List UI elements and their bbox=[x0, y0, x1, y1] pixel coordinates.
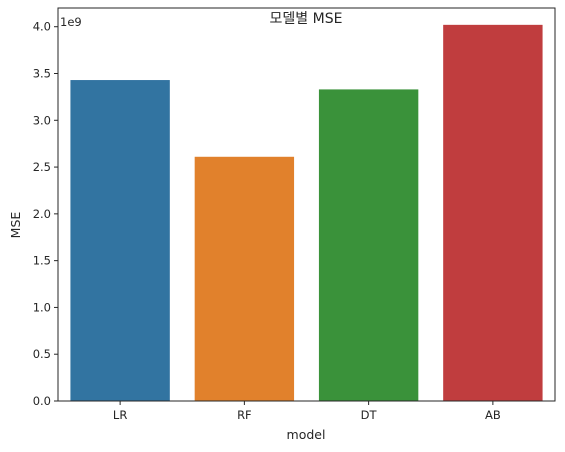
bar-rf bbox=[194, 156, 295, 401]
bar-ab bbox=[443, 24, 543, 401]
y-tick-label: 4.0 bbox=[33, 20, 51, 34]
y-tick-label: 0.5 bbox=[33, 347, 51, 361]
x-tick-label: LR bbox=[113, 408, 127, 422]
plot-frame bbox=[57, 7, 556, 402]
x-tick-label: AB bbox=[485, 408, 501, 422]
bar-dt bbox=[318, 89, 419, 402]
y-tick-label: 2.0 bbox=[33, 207, 51, 221]
y-axis: 0.0 0.5 1.0 1.5 2.0 2.5 3.0 3.5 4.0 bbox=[33, 20, 58, 408]
bars-group bbox=[70, 24, 543, 402]
y-tick-label: 0.0 bbox=[33, 394, 51, 408]
y-tick-label: 1.5 bbox=[33, 254, 51, 268]
y-offset-label: 1e9 bbox=[60, 15, 82, 29]
y-tick-label: 3.0 bbox=[33, 113, 51, 127]
chart-title: 모델별 MSE bbox=[270, 11, 343, 27]
bar-lr bbox=[70, 80, 170, 402]
y-tick-label: 2.5 bbox=[33, 160, 51, 174]
y-tick-label: 1.0 bbox=[33, 300, 51, 314]
y-axis-label: MSE bbox=[8, 212, 23, 239]
x-axis: LR RF DT AB bbox=[113, 401, 501, 422]
x-axis-label: model bbox=[287, 427, 326, 442]
x-tick-label: DT bbox=[361, 408, 378, 422]
y-tick-label: 3.5 bbox=[33, 67, 51, 81]
x-tick-label: RF bbox=[237, 408, 252, 422]
